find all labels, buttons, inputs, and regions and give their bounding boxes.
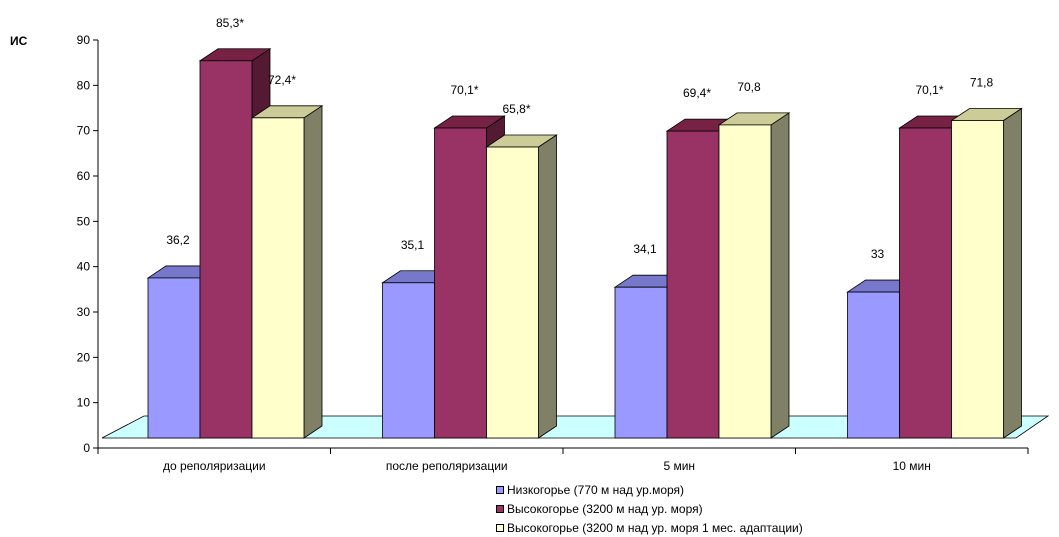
bar-front [147,277,201,439]
y-tick-label: 60 [77,169,91,183]
y-tick-label: 30 [77,305,91,319]
data-label: 71,8 [970,75,994,89]
bar-front [718,124,772,439]
data-label: 33 [871,247,885,261]
legend-swatch [496,485,504,494]
y-tick-label: 70 [77,124,91,138]
legend-item: Высокогорье (3200 м над ур. моря) [496,499,803,518]
bar [950,107,1023,439]
bar-front [486,146,539,439]
bars [146,48,1023,439]
bar-side [770,112,790,439]
bar [485,134,558,439]
y-tick-label: 10 [77,396,91,410]
data-label: 65,8* [502,102,530,116]
bar-front [199,60,253,439]
bar-front [434,127,487,439]
data-label: 69,4* [683,86,711,100]
x-tick-label: 5 мин [663,459,695,473]
legend-item: Высокогорье (3200 м над ур. моря 1 мес. … [496,518,803,537]
data-label: 85,3* [216,16,244,30]
y-tick-label: 20 [77,350,91,364]
y-tick-label: 80 [77,78,91,92]
y-axis-label: ИС [10,34,28,48]
bar-front [899,127,952,439]
legend-label: Высокогорье (3200 м над ур. моря 1 мес. … [507,520,803,535]
bar-side [303,105,323,439]
bar-front [847,291,900,439]
data-label: 72,4* [268,73,296,87]
axes: 0 10 20 30 40 50 60 70 80 90 до реполяризации после… [77,33,1029,473]
x-tick-label: до реполяризации [163,459,266,473]
legend-item: Низкогорье (770 м над ур.моря) [496,480,803,499]
y-tick-label: 40 [77,260,91,274]
bar [250,105,324,439]
data-label: 34,1 [633,242,657,256]
data-label: 70,1* [450,83,478,97]
x-tick-label: после реполяризации [386,459,508,473]
bar-front [951,120,1004,439]
x-tick-label: 10 мин [893,459,931,473]
legend: Низкогорье (770 м над ур.моря) Высокогорь… [496,480,803,537]
legend-swatch [496,504,504,513]
legend-swatch [496,523,504,532]
bar-front [614,286,668,439]
bar [717,112,791,439]
data-label: 36,2 [166,233,190,247]
data-label: 70,8 [737,80,761,94]
bar-front [666,130,720,439]
data-label: 35,1 [401,238,425,252]
y-tick-label: 0 [83,441,90,455]
data-labels: 36,2 85,3* 72,4* 35,1 70,1* 65,8* 34,1 69,4* 70,… [166,16,993,261]
y-tick-label: 90 [77,33,91,47]
bar-front [251,117,305,439]
legend-label: Низкогорье (770 м над ур.моря) [507,482,685,497]
bar-side [538,134,557,439]
data-label: 70,1* [915,83,943,97]
bar-side [1003,107,1022,439]
legend-label: Высокогорье (3200 м над ур. моря) [507,501,703,516]
y-tick-label: 50 [77,214,91,228]
bar-front [382,282,435,439]
